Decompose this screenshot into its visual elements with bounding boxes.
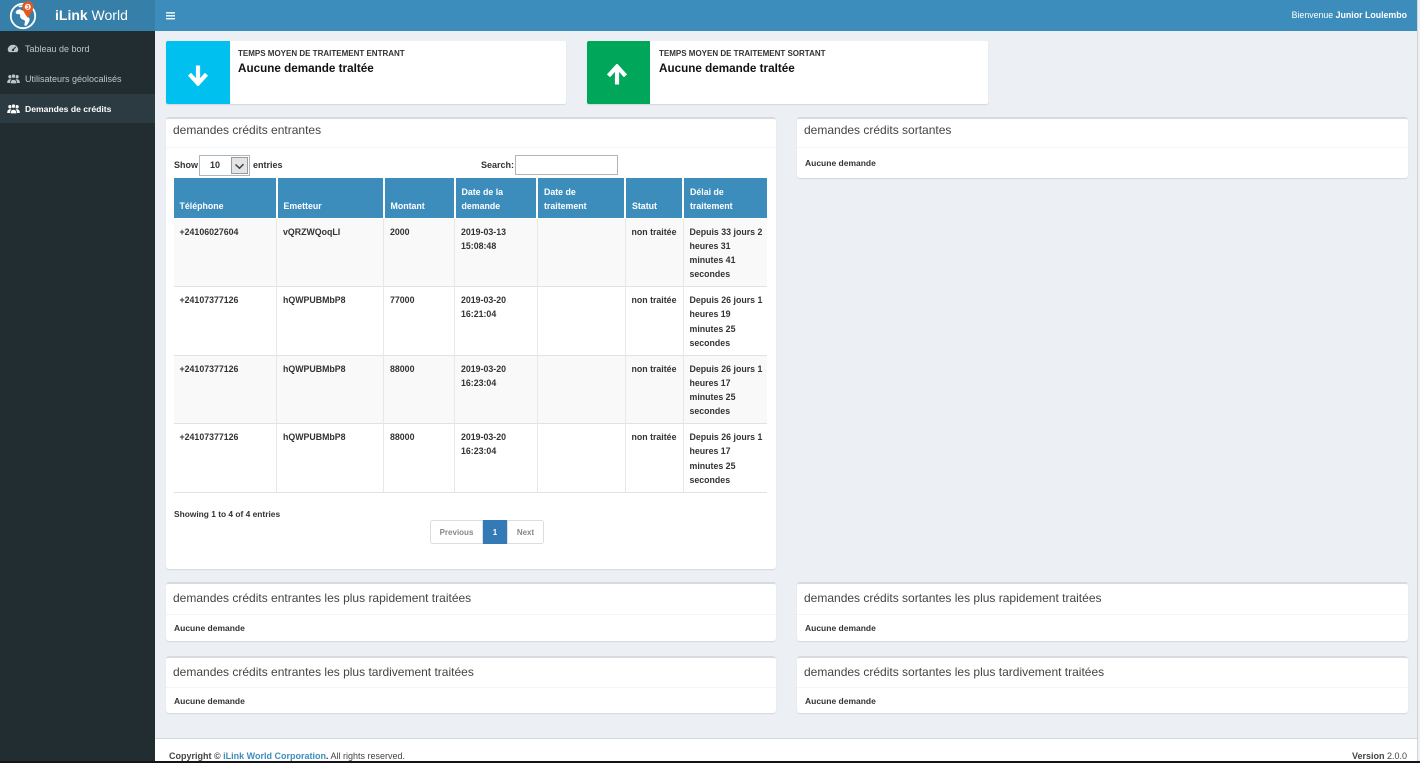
svg-text:3: 3 xyxy=(26,5,29,11)
